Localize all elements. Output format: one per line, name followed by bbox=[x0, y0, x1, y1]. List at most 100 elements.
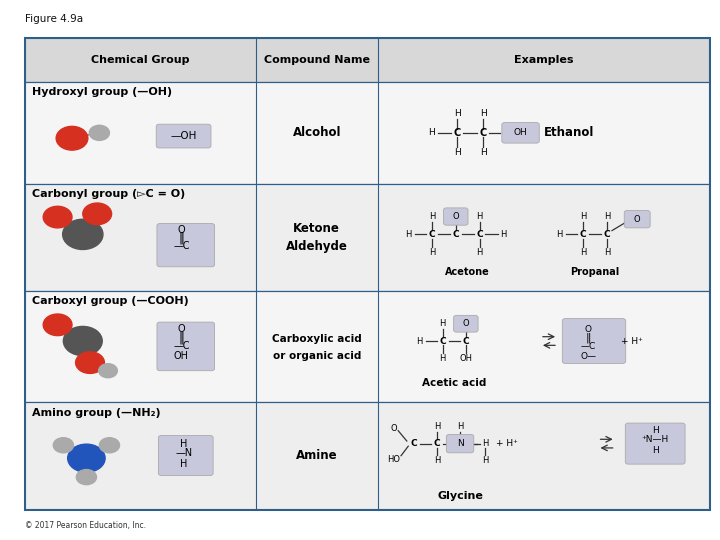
Text: + H⁺: + H⁺ bbox=[621, 336, 642, 346]
Text: H: H bbox=[454, 109, 461, 118]
Text: H: H bbox=[480, 148, 487, 157]
FancyBboxPatch shape bbox=[157, 224, 215, 267]
Text: O: O bbox=[178, 225, 185, 235]
Text: Acetic acid: Acetic acid bbox=[422, 377, 487, 388]
Text: O: O bbox=[452, 212, 459, 221]
Circle shape bbox=[43, 206, 72, 228]
Text: C: C bbox=[454, 128, 461, 138]
Text: H: H bbox=[429, 248, 435, 256]
Text: C: C bbox=[462, 336, 469, 346]
FancyBboxPatch shape bbox=[624, 211, 650, 228]
Text: C: C bbox=[480, 128, 487, 138]
Text: O: O bbox=[462, 319, 469, 328]
Text: Carboxylic acid: Carboxylic acid bbox=[272, 334, 361, 344]
Text: —C: —C bbox=[174, 341, 189, 352]
Text: —C: —C bbox=[580, 342, 596, 351]
Text: H: H bbox=[454, 148, 461, 157]
Text: Carbonyl group (▻C = O): Carbonyl group (▻C = O) bbox=[32, 189, 186, 199]
Text: OH: OH bbox=[513, 129, 528, 137]
FancyBboxPatch shape bbox=[25, 38, 709, 82]
FancyBboxPatch shape bbox=[625, 423, 685, 464]
Text: Alcohol: Alcohol bbox=[292, 126, 341, 139]
Text: N: N bbox=[456, 439, 464, 448]
Text: H: H bbox=[477, 248, 482, 256]
Text: O: O bbox=[585, 325, 592, 334]
Circle shape bbox=[83, 203, 112, 225]
Text: H: H bbox=[580, 248, 586, 256]
Text: Propanal: Propanal bbox=[570, 267, 620, 277]
Text: or organic acid: or organic acid bbox=[273, 351, 361, 361]
Text: Chemical Group: Chemical Group bbox=[91, 55, 189, 65]
Text: ‖: ‖ bbox=[585, 333, 591, 343]
Circle shape bbox=[63, 326, 102, 355]
Text: Examples: Examples bbox=[514, 55, 573, 65]
Circle shape bbox=[99, 364, 117, 378]
Text: H: H bbox=[604, 248, 610, 256]
Text: H: H bbox=[405, 230, 411, 239]
Text: H: H bbox=[477, 212, 482, 221]
FancyBboxPatch shape bbox=[562, 319, 626, 363]
Text: H: H bbox=[482, 439, 488, 448]
Circle shape bbox=[99, 437, 120, 453]
Text: —OH: —OH bbox=[171, 131, 197, 141]
Text: C: C bbox=[452, 230, 459, 239]
Text: Aldehyde: Aldehyde bbox=[286, 240, 348, 253]
Text: ‖: ‖ bbox=[179, 231, 184, 244]
FancyBboxPatch shape bbox=[157, 322, 215, 370]
Text: H: H bbox=[457, 422, 463, 431]
Text: C: C bbox=[476, 230, 483, 239]
Text: O: O bbox=[178, 324, 185, 334]
FancyBboxPatch shape bbox=[25, 291, 709, 402]
Text: OH: OH bbox=[174, 351, 189, 361]
Text: H: H bbox=[482, 456, 488, 465]
Text: O—: O— bbox=[580, 352, 596, 361]
Text: C: C bbox=[433, 439, 441, 448]
Circle shape bbox=[56, 126, 88, 150]
Text: C: C bbox=[580, 230, 587, 239]
Text: H: H bbox=[557, 230, 562, 239]
FancyBboxPatch shape bbox=[25, 402, 709, 509]
Text: H: H bbox=[180, 439, 187, 449]
Text: H: H bbox=[440, 354, 446, 363]
Text: Carboxyl group (—COOH): Carboxyl group (—COOH) bbox=[32, 296, 189, 306]
Text: © 2017 Pearson Education, Inc.: © 2017 Pearson Education, Inc. bbox=[25, 521, 146, 530]
Text: H: H bbox=[604, 212, 610, 221]
FancyBboxPatch shape bbox=[156, 124, 211, 148]
Text: HO: HO bbox=[387, 455, 400, 464]
FancyBboxPatch shape bbox=[446, 434, 474, 453]
Circle shape bbox=[89, 125, 109, 140]
Text: H: H bbox=[440, 319, 446, 328]
Text: Ethanol: Ethanol bbox=[544, 126, 595, 139]
Text: H: H bbox=[180, 458, 187, 469]
Text: —N: —N bbox=[175, 448, 192, 458]
Text: Acetone: Acetone bbox=[445, 267, 490, 277]
Text: H: H bbox=[434, 422, 440, 431]
Text: Glycine: Glycine bbox=[437, 491, 483, 501]
FancyBboxPatch shape bbox=[158, 435, 213, 475]
Text: Compound Name: Compound Name bbox=[264, 55, 370, 65]
Text: ‖: ‖ bbox=[179, 331, 184, 345]
Text: Figure 4.9a: Figure 4.9a bbox=[25, 14, 84, 24]
Text: H: H bbox=[434, 456, 440, 465]
Circle shape bbox=[76, 352, 104, 374]
Text: Hydroxyl group (—OH): Hydroxyl group (—OH) bbox=[32, 87, 173, 98]
Text: Amino group (—NH₂): Amino group (—NH₂) bbox=[32, 408, 161, 418]
Text: Ketone: Ketone bbox=[293, 222, 341, 235]
Circle shape bbox=[53, 437, 73, 453]
Text: O: O bbox=[390, 423, 397, 433]
Circle shape bbox=[43, 314, 72, 335]
FancyBboxPatch shape bbox=[25, 184, 709, 291]
Text: O: O bbox=[634, 215, 641, 224]
Text: C: C bbox=[410, 439, 418, 448]
Circle shape bbox=[63, 219, 103, 249]
Text: ⁺N—H: ⁺N—H bbox=[642, 435, 669, 444]
Text: H: H bbox=[480, 109, 487, 118]
Text: H: H bbox=[652, 446, 659, 455]
Text: H: H bbox=[417, 336, 423, 346]
FancyBboxPatch shape bbox=[454, 315, 478, 332]
Text: H: H bbox=[652, 426, 659, 435]
Text: H: H bbox=[580, 212, 586, 221]
Text: C: C bbox=[428, 230, 436, 239]
Circle shape bbox=[68, 444, 105, 472]
FancyBboxPatch shape bbox=[444, 208, 468, 225]
